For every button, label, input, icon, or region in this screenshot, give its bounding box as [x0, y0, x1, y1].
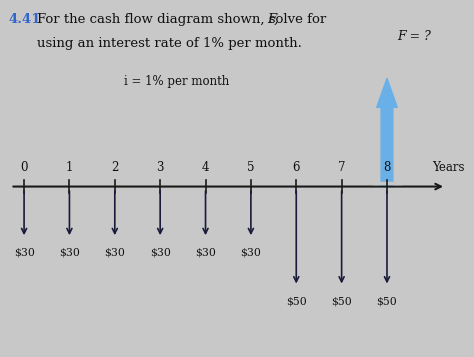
FancyArrow shape [377, 78, 397, 187]
Text: $30: $30 [14, 248, 35, 258]
Text: using an interest rate of 1% per month.: using an interest rate of 1% per month. [37, 37, 301, 50]
Text: $30: $30 [240, 248, 261, 258]
Text: $30: $30 [195, 248, 216, 258]
Text: $50: $50 [377, 296, 397, 306]
Text: 3: 3 [156, 161, 164, 174]
Text: 4.41: 4.41 [8, 12, 41, 26]
Text: Years: Years [432, 161, 465, 174]
Text: $50: $50 [286, 296, 307, 306]
Text: F = ?: F = ? [397, 30, 431, 43]
Text: 5: 5 [247, 161, 255, 174]
Text: 6: 6 [292, 161, 300, 174]
Text: 8: 8 [383, 161, 391, 174]
Text: 0: 0 [20, 161, 28, 174]
Text: 7: 7 [338, 161, 346, 174]
Text: 1: 1 [66, 161, 73, 174]
Text: 4: 4 [202, 161, 210, 174]
Text: $50: $50 [331, 296, 352, 306]
Text: $30: $30 [104, 248, 125, 258]
Text: $30: $30 [150, 248, 171, 258]
Text: $30: $30 [59, 248, 80, 258]
Text: For the cash flow diagram shown, solve for: For the cash flow diagram shown, solve f… [37, 12, 330, 26]
Text: i = 1% per month: i = 1% per month [124, 75, 229, 89]
Text: 2: 2 [111, 161, 118, 174]
Text: F,: F, [267, 12, 278, 26]
